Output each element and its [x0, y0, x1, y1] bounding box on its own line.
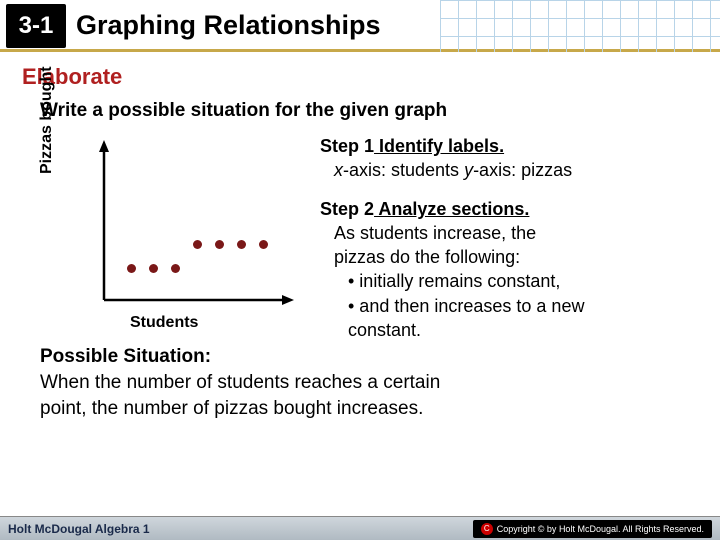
slide-header: 3-1 Graphing Relationships: [0, 0, 720, 52]
axes-svg: [76, 140, 296, 330]
content-area: Pizzas bought Students Step 1 Identify l…: [0, 134, 720, 342]
scatter-dot: [215, 240, 224, 249]
step1: Step 1 Identify labels. x-axis: students…: [320, 134, 710, 183]
scatter-dot: [259, 240, 268, 249]
prompt-text: Write a possible situation for the given…: [0, 96, 720, 134]
copyright-icon: C: [481, 523, 493, 535]
footer-brand: Holt McDougal Algebra 1: [8, 522, 150, 536]
step2-bullet2b: constant.: [334, 318, 710, 342]
section-number-badge: 3-1: [6, 4, 66, 48]
scatter-dot: [193, 240, 202, 249]
graph-region: Pizzas bought Students: [40, 134, 300, 354]
scatter-dot: [149, 264, 158, 273]
scatter-dot: [171, 264, 180, 273]
elaborate-heading: Elaborate: [0, 52, 720, 96]
step2-body: As students increase, the pizzas do the …: [320, 221, 710, 342]
y-axis-label: Pizzas bought: [38, 66, 56, 174]
step2-heading: Step 2 Analyze sections.: [320, 199, 529, 219]
x-var: x: [334, 160, 343, 180]
step2-bullet2a: • and then increases to a new: [334, 294, 710, 318]
y-var: y: [464, 160, 473, 180]
scatter-dot: [127, 264, 136, 273]
situation-line2: point, the number of pizzas bought incre…: [40, 398, 423, 419]
step2: Step 2 Analyze sections. As students inc…: [320, 197, 710, 343]
graph-canvas: [76, 140, 296, 330]
situation-line1: When the number of students reaches a ce…: [40, 372, 440, 393]
footer-copyright: C Copyright © by Holt McDougal. All Righ…: [473, 520, 712, 538]
slide-footer: Holt McDougal Algebra 1 C Copyright © by…: [0, 516, 720, 540]
step2-bullet1: • initially remains constant,: [334, 269, 710, 293]
possible-situation: Possible Situation: When the number of s…: [0, 344, 720, 421]
step1-body: x-axis: students y-axis: pizzas: [320, 158, 710, 182]
scatter-dot: [237, 240, 246, 249]
x-axis-label: Students: [130, 314, 198, 332]
steps-column: Step 1 Identify labels. x-axis: students…: [320, 134, 710, 342]
header-grid-decor: [440, 0, 720, 52]
slide-title: Graphing Relationships: [76, 10, 381, 41]
step1-heading: Step 1 Identify labels.: [320, 136, 504, 156]
